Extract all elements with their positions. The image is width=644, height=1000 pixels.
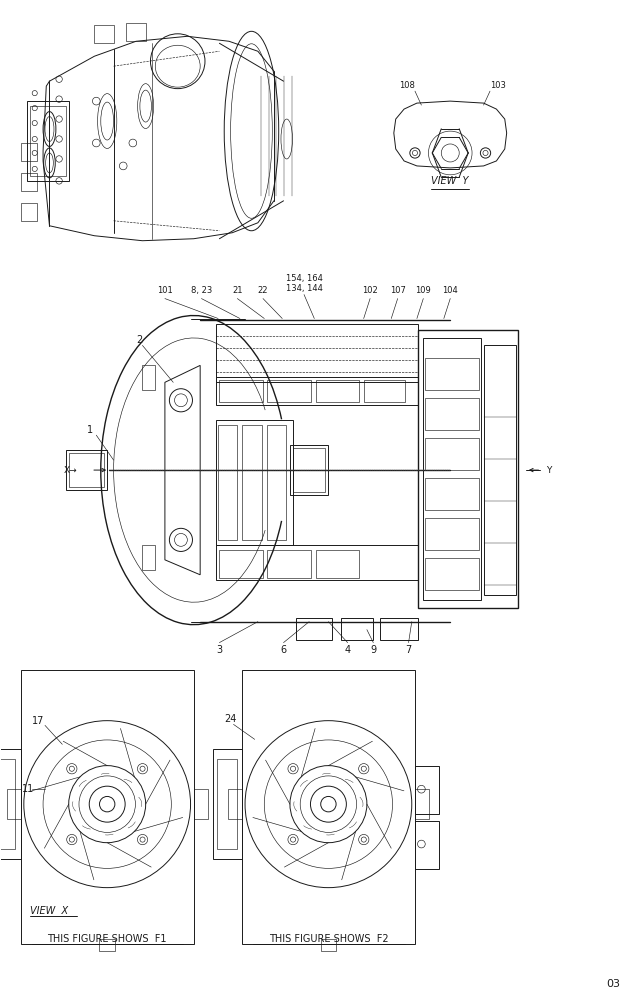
Bar	[194, 789, 208, 819]
Bar	[0, 759, 15, 849]
Bar	[69, 453, 104, 487]
Bar	[0, 749, 21, 859]
Bar	[21, 203, 37, 221]
Bar	[380, 618, 418, 640]
Text: VIEW  X: VIEW X	[30, 906, 68, 916]
Bar	[296, 618, 332, 640]
Text: Y: Y	[546, 466, 552, 475]
Text: X→: X→	[64, 466, 77, 475]
Text: 21: 21	[232, 286, 243, 295]
Bar	[423, 338, 481, 600]
Text: VIEW  Y: VIEW Y	[431, 176, 469, 186]
Bar	[316, 380, 359, 402]
Text: THIS FIGURE SHOWS  F2: THIS FIGURE SHOWS F2	[269, 934, 388, 944]
Bar	[95, 25, 113, 43]
Bar	[216, 377, 418, 405]
Bar	[30, 106, 66, 176]
Bar	[21, 173, 37, 191]
Text: 108: 108	[399, 81, 415, 90]
Bar	[418, 330, 518, 608]
Text: 11: 11	[22, 784, 34, 794]
Text: 17: 17	[32, 716, 44, 726]
Text: 102: 102	[362, 286, 378, 295]
Bar	[415, 821, 439, 869]
Text: 109: 109	[415, 286, 431, 295]
Bar	[142, 545, 155, 570]
Bar	[216, 545, 418, 580]
Bar	[66, 450, 107, 490]
Bar	[216, 420, 293, 545]
Bar	[424, 558, 479, 590]
Bar	[21, 143, 37, 161]
Bar	[484, 345, 516, 595]
Text: THIS FIGURE SHOWS  F1: THIS FIGURE SHOWS F1	[48, 934, 167, 944]
Bar	[216, 324, 418, 382]
Text: 134, 144: 134, 144	[285, 284, 323, 293]
Bar	[424, 358, 479, 390]
Bar	[321, 939, 336, 951]
Text: 101: 101	[157, 286, 173, 295]
Text: 2: 2	[136, 335, 142, 345]
Text: 6: 6	[281, 645, 287, 655]
Bar	[424, 398, 479, 430]
Bar	[220, 550, 263, 578]
Bar	[21, 670, 194, 944]
Bar	[228, 789, 242, 819]
Text: 8, 23: 8, 23	[191, 286, 212, 295]
Bar	[126, 23, 146, 41]
Text: 22: 22	[258, 286, 269, 295]
Bar	[99, 939, 115, 951]
Bar	[6, 789, 21, 819]
Text: 3: 3	[216, 645, 222, 655]
Bar	[341, 618, 374, 640]
Text: 03: 03	[606, 979, 620, 989]
Bar	[27, 101, 69, 181]
Bar	[220, 380, 263, 402]
Bar	[218, 425, 238, 540]
Bar	[293, 448, 325, 492]
Text: 104: 104	[442, 286, 458, 295]
Bar	[243, 425, 261, 540]
Bar	[364, 380, 405, 402]
Bar	[316, 550, 359, 578]
Bar	[290, 445, 328, 495]
Text: 154, 164: 154, 164	[285, 274, 323, 283]
Text: 7: 7	[406, 645, 412, 655]
Bar	[415, 789, 429, 819]
Bar	[142, 365, 155, 390]
Bar	[424, 438, 479, 470]
Bar	[242, 670, 415, 944]
Bar	[267, 380, 311, 402]
Text: 1: 1	[87, 425, 93, 435]
Text: 4: 4	[345, 645, 351, 655]
Bar	[213, 749, 242, 859]
Text: 9: 9	[370, 645, 376, 655]
Bar	[267, 550, 311, 578]
Bar	[415, 766, 439, 814]
Text: 107: 107	[390, 286, 406, 295]
Bar	[424, 518, 479, 550]
Text: 24: 24	[225, 714, 237, 724]
Bar	[424, 478, 479, 510]
Bar	[267, 425, 286, 540]
Text: 103: 103	[490, 81, 506, 90]
Bar	[218, 759, 237, 849]
